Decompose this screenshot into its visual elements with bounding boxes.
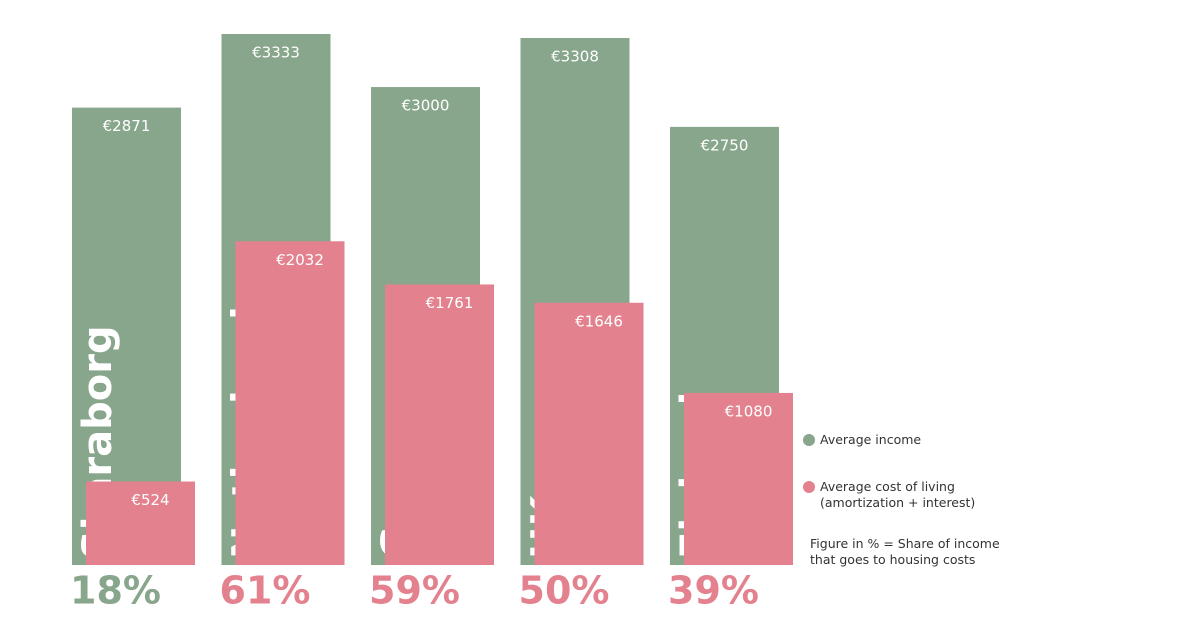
bar [534, 302, 644, 565]
value-label: €3333 [252, 44, 300, 62]
value-label: €1080 [725, 402, 773, 420]
value-label: €3000 [402, 97, 450, 115]
legend-label: Average cost of living (amortization + i… [820, 479, 976, 510]
share-label: 50% [519, 569, 610, 613]
value-label: €2032 [276, 251, 324, 269]
value-label: €1646 [575, 312, 623, 330]
value-label: €524 [131, 491, 169, 509]
value-label: €2871 [103, 117, 151, 135]
bar [86, 481, 195, 565]
share-label: 39% [668, 569, 759, 613]
note: Figure in % = Share of income that goes … [810, 536, 1000, 567]
legend-label: Average income [820, 432, 922, 447]
share-label: 59% [369, 569, 460, 613]
value-label: €2750 [701, 136, 749, 154]
value-label: €3308 [551, 47, 599, 65]
legend-swatch [803, 481, 815, 493]
share-label: 18% [70, 569, 161, 613]
bar [385, 284, 494, 565]
bar [684, 392, 793, 565]
share-label: 61% [220, 569, 311, 613]
legend-swatch [803, 434, 815, 446]
value-label: €1761 [426, 294, 474, 312]
bar [235, 241, 345, 565]
